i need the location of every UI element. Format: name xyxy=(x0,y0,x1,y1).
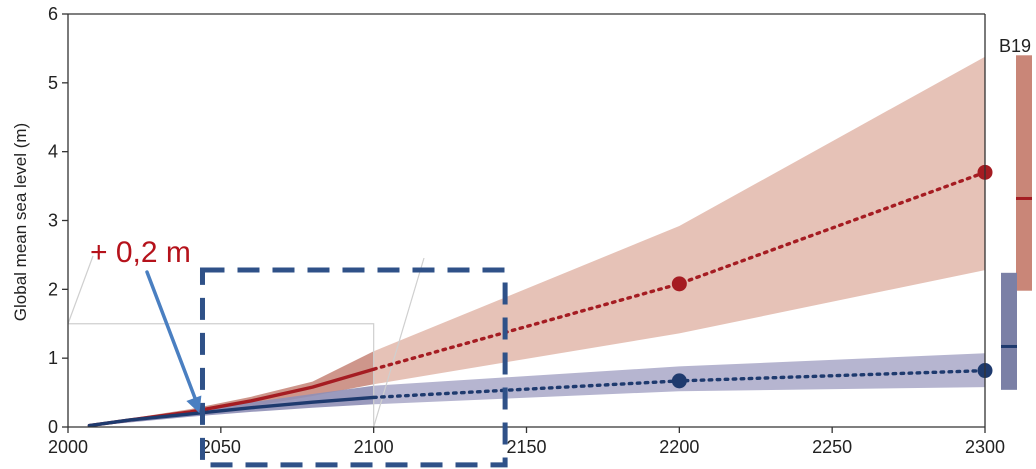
annotation-arrow-head xyxy=(186,395,202,414)
y-tick-label-4: 4 xyxy=(48,142,58,162)
reference-lines xyxy=(67,255,425,428)
x-tick-label-5: 2250 xyxy=(812,437,852,457)
y-tick-label-5: 5 xyxy=(48,73,58,93)
series-lines xyxy=(87,164,993,428)
y-tick-label-3: 3 xyxy=(48,211,58,231)
x-tick-label-1: 2050 xyxy=(201,437,241,457)
series-marker-1-0 xyxy=(671,373,687,389)
side-bars-label: B19 xyxy=(999,36,1031,56)
annotation-label: + 0,2 m xyxy=(90,236,191,269)
x-tick-label-0: 2000 xyxy=(48,437,88,457)
projection-band-0 xyxy=(373,56,985,385)
zoom-box xyxy=(199,267,508,468)
annotation-arrow-shaft xyxy=(145,270,198,401)
y-axis-title: Global mean sea level (m) xyxy=(11,123,30,321)
axes: 0 1 2 3 4 5 6 2000 2050 2100 2150 2200 2250 2300 xyxy=(48,4,1005,457)
side-bar-0 xyxy=(1016,55,1032,291)
annotations xyxy=(145,267,508,468)
series-line-solid-1 xyxy=(87,395,376,428)
x-tick-label-4: 2200 xyxy=(659,437,699,457)
side-bar-1 xyxy=(1001,272,1017,390)
x-tick-label-2: 2100 xyxy=(354,437,394,457)
uncertainty-bands xyxy=(89,56,985,427)
series-marker-0-0 xyxy=(671,276,687,292)
historic-band-0 xyxy=(89,351,374,427)
y-tick-label-6: 6 xyxy=(48,4,58,24)
x-tick-label-3: 2150 xyxy=(506,437,546,457)
side-bars xyxy=(1001,55,1032,390)
zoom-guide-left xyxy=(67,255,94,324)
y-tick-label-2: 2 xyxy=(48,279,58,299)
y-tick-label-1: 1 xyxy=(48,348,58,368)
series-line-dotted-0 xyxy=(372,170,987,371)
reference-box xyxy=(68,323,375,427)
y-tick-label-0: 0 xyxy=(48,417,58,437)
zoom-guide-right xyxy=(373,257,425,428)
x-tick-label-6: 2300 xyxy=(965,437,1005,457)
